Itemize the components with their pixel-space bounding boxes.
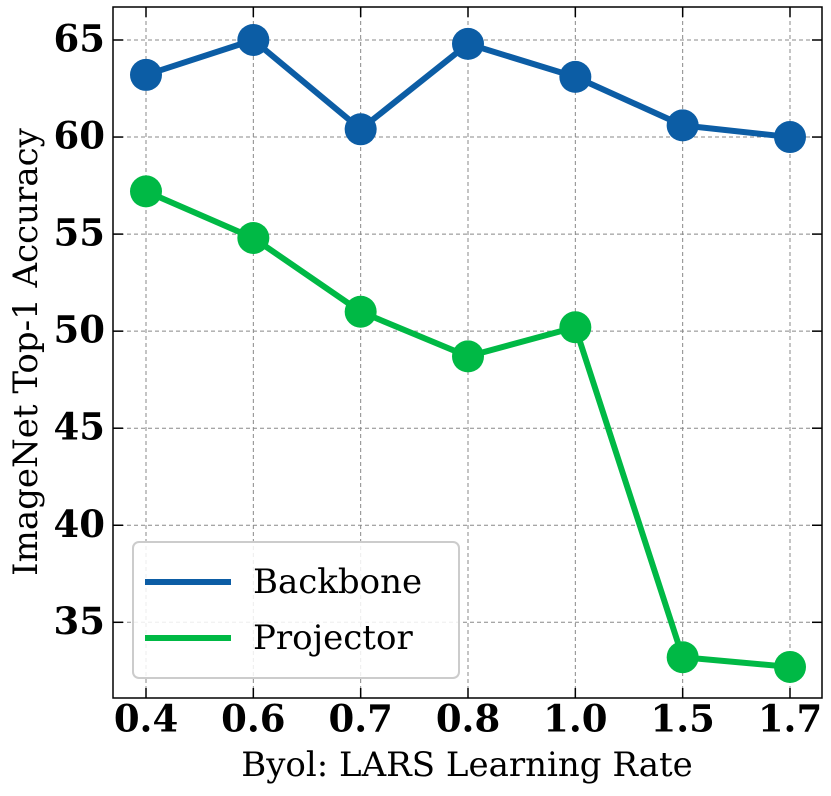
x-tick-label: 1.5 <box>650 697 714 741</box>
data-point <box>666 109 699 142</box>
data-point <box>452 340 484 373</box>
data-point <box>237 23 270 56</box>
y-tick-label: 40 <box>54 502 106 546</box>
y-tick-label: 60 <box>54 114 106 158</box>
data-point <box>344 113 377 146</box>
y-tick-label: 45 <box>54 405 106 449</box>
x-tick-label: 0.4 <box>114 697 178 741</box>
x-tick-label: 0.8 <box>436 697 500 741</box>
data-point <box>666 641 699 674</box>
data-point <box>344 295 377 328</box>
data-point <box>452 27 484 60</box>
x-axis-label: Byol: LARS Learning Rate <box>241 745 693 785</box>
plot-frame <box>112 6 823 699</box>
y-tick-label: 35 <box>54 599 106 643</box>
y-axis-label: ImageNet Top-1 Accuracy <box>6 127 46 575</box>
x-tick-label: 1.7 <box>758 697 822 741</box>
legend-label: Projector <box>253 618 413 658</box>
x-tick-label: 0.7 <box>328 697 392 741</box>
x-tick-label: 1.0 <box>543 697 607 741</box>
data-point <box>237 221 270 254</box>
legend-label: Backbone <box>253 562 422 602</box>
y-tick-label: 55 <box>54 211 106 255</box>
legend-box <box>132 541 460 679</box>
data-point <box>130 58 162 91</box>
data-point <box>774 650 806 683</box>
data-point <box>559 311 592 344</box>
y-tick-label: 65 <box>54 16 106 60</box>
y-tick-label: 50 <box>54 308 106 352</box>
data-point <box>130 175 162 208</box>
data-point <box>559 60 592 93</box>
x-tick-label: 0.6 <box>221 697 285 741</box>
data-point <box>774 121 806 154</box>
